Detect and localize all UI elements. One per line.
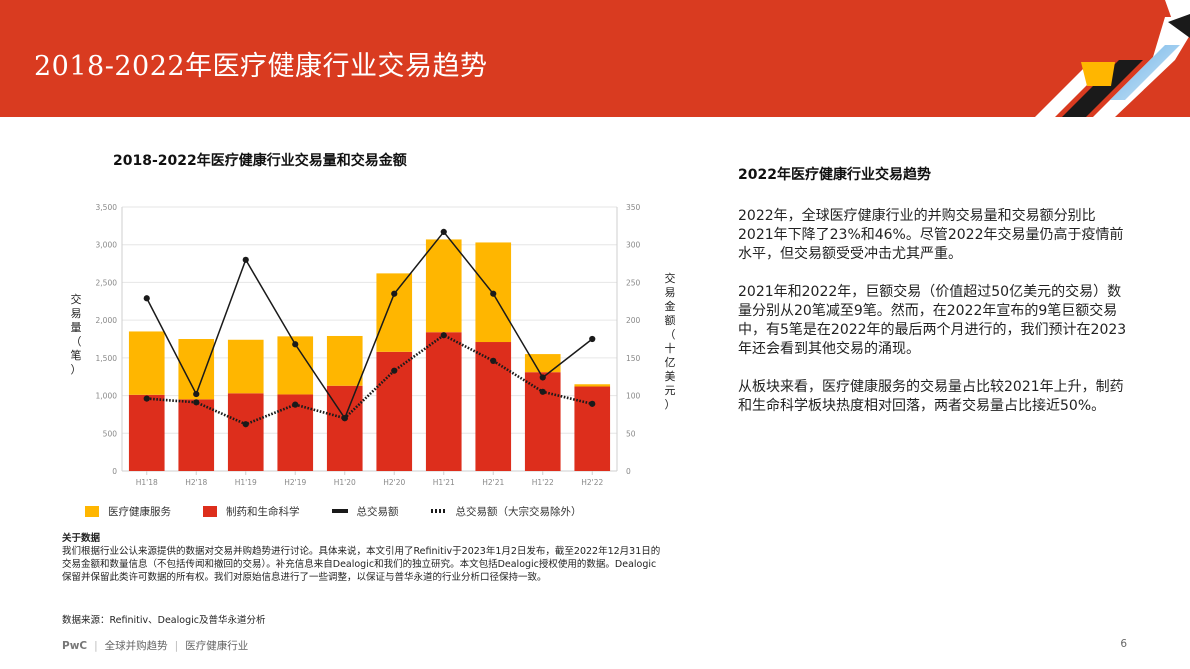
commentary-paragraph-2: 2021年和2022年，巨额交易（价值超过50亿美元的交易）数量分别从20笔减至…	[738, 284, 1127, 357]
total-value-ex-mega-point	[391, 367, 398, 374]
bar-pharma	[574, 386, 611, 471]
y-left-tick-label: 2,500	[96, 278, 118, 287]
legend-label-total-value-ex-mega: 总交易额（大宗交易除外）	[455, 505, 582, 518]
x-tick-label: H1'20	[334, 478, 356, 487]
footer: PwC | 全球并购趋势 | 医疗健康行业	[62, 640, 249, 652]
legend-item-services: 医疗健康服务	[85, 504, 171, 519]
total-value-point	[143, 295, 150, 302]
bar-pharma	[524, 372, 561, 471]
bar-pharma	[178, 399, 215, 471]
y-right-tick-label: 250	[626, 278, 641, 287]
total-value-point	[440, 228, 447, 235]
x-tick-label: H1'22	[532, 478, 554, 487]
legend-item-pharma: 制药和生命科学	[203, 504, 300, 519]
bar-services	[376, 273, 413, 352]
y-right-tick-label: 0	[626, 467, 631, 476]
y-right-tick-label: 50	[626, 429, 636, 438]
footer-item-1: 全球并购趋势	[104, 640, 168, 652]
total-value-point	[589, 335, 596, 343]
total-value-ex-mega-point	[242, 421, 249, 428]
x-tick-label: H2'20	[383, 478, 405, 487]
y-right-tick-label: 100	[626, 392, 641, 401]
y-right-axis-title: 交易金额（十亿美元）	[665, 271, 676, 411]
total-value-ex-mega-point	[589, 400, 596, 407]
combo-chart: 0 500 1,000 1,500 2,000 2,500 3,000 3,500 0 50 100…	[60, 190, 700, 495]
total-value-ex-mega-point	[193, 399, 200, 406]
bar-services	[425, 239, 462, 333]
y-right-tick-label: 350	[626, 203, 641, 212]
commentary-title: 2022年医疗健康行业交易趋势	[738, 167, 931, 183]
bar-services	[128, 331, 165, 395]
total-value-point	[242, 256, 249, 263]
x-tick-label: H2'21	[482, 478, 504, 487]
y-right-tick-label: 200	[626, 316, 641, 325]
legend-item-total-value: 总交易额	[331, 504, 399, 519]
legend-swatch-services	[85, 505, 99, 517]
y-left-tick-label: 1,500	[96, 354, 118, 363]
legend-item-total-value-ex-mega: 总交易额（大宗交易除外）	[430, 504, 582, 519]
total-value-point	[391, 290, 398, 297]
total-value-point	[193, 390, 200, 398]
x-tick-label: H1'21	[433, 478, 455, 487]
x-tick-label: H2'19	[284, 478, 306, 487]
x-tick-label: H2'18	[185, 478, 207, 487]
y-left-tick-label: 2,000	[96, 316, 118, 325]
bar-services	[574, 384, 611, 387]
y-left-axis-title: 交易量（笔）	[71, 292, 82, 376]
bar-services	[326, 335, 363, 386]
total-value-ex-mega-point	[143, 395, 150, 402]
footer-brand: PwC	[62, 640, 88, 652]
data-notes: 关于数据 我们根据行业公认来源提供的数据对交易并购趋势进行讨论。具体来说，本文引…	[62, 532, 662, 584]
commentary-paragraph-3: 从板块来看，医疗健康服务的交易量占比较2021年上升，制药和生命科学板块热度相对…	[738, 379, 1124, 414]
total-value-line	[146, 230, 593, 420]
page-number: 6	[1120, 638, 1127, 650]
x-tick-label: H1'19	[235, 478, 257, 487]
legend-label-pharma: 制药和生命科学	[226, 505, 300, 518]
y-left-tick-label: 500	[103, 429, 118, 438]
x-tick-label: H1'18	[136, 478, 158, 487]
y-right-tick-label: 300	[626, 241, 641, 250]
x-tick-label: H2'22	[581, 478, 603, 487]
commentary-panel: 2022年医疗健康行业交易趋势 2022年，全球医疗健康行业的并购交易量和交易额…	[738, 164, 1128, 435]
legend-swatch-total-value-ex-mega	[430, 509, 447, 513]
total-value-ex-mega-point	[539, 388, 546, 395]
chart-svg: 0 500 1,000 1,500 2,000 2,500 3,000 3,500 0 50 100…	[71, 203, 676, 487]
total-value-point	[490, 290, 497, 297]
arrow-graphic	[1035, 0, 1190, 117]
y-left-tick-label: 0	[112, 467, 117, 476]
total-value-ex-mega-point	[292, 401, 299, 408]
bar-services	[524, 354, 561, 373]
chart-title: 2018-2022年医疗健康行业交易量和交易金额	[113, 153, 407, 169]
bar-pharma	[425, 332, 462, 471]
legend-swatch-total-value	[331, 509, 348, 513]
bar-services	[227, 339, 264, 394]
commentary-paragraph-1: 2022年，全球医疗健康行业的并购交易量和交易额分别比2021年下降了23%和4…	[738, 208, 1124, 262]
bar-pharma	[128, 394, 165, 471]
legend-label-total-value: 总交易额	[356, 505, 399, 518]
y-left-tick-label: 1,000	[96, 392, 118, 401]
footer-item-2: 医疗健康行业	[185, 640, 249, 652]
total-value-point	[292, 341, 299, 348]
y-left-tick-label: 3,500	[96, 203, 118, 212]
bar-pharma	[227, 393, 264, 471]
y-right-tick-label: 150	[626, 354, 641, 363]
total-value-point	[539, 374, 546, 381]
total-value-ex-mega-line	[146, 333, 593, 426]
notes-body: 我们根据行业公认来源提供的数据对交易并购趋势进行讨论。具体来说，本文引用了Ref…	[62, 546, 661, 583]
legend-swatch-pharma	[203, 505, 217, 517]
bar-services	[178, 339, 215, 400]
page-title: 2018-2022年医疗健康行业交易趋势	[34, 51, 488, 82]
chart-legend: 医疗健康服务 制药和生命科学 总交易额 总交易额（大宗交易除外）	[85, 502, 582, 520]
y-left-tick-label: 3,000	[96, 241, 118, 250]
total-value-ex-mega-point	[440, 332, 447, 339]
notes-heading: 关于数据	[62, 533, 101, 544]
legend-label-services: 医疗健康服务	[108, 505, 171, 518]
header-banner: 2018-2022年医疗健康行业交易趋势	[0, 0, 1190, 117]
data-source: 数据来源：Refinitiv、Dealogic及普华永道分析	[62, 615, 266, 626]
total-value-point	[341, 415, 348, 422]
total-value-ex-mega-point	[490, 357, 497, 364]
